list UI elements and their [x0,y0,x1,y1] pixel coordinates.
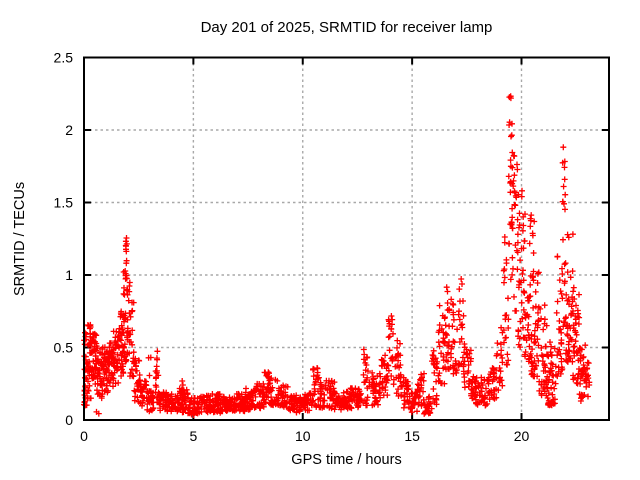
y-tick-label: 0 [65,412,73,428]
y-axis-label: SRMTID / TECUs [12,181,28,296]
x-tick-label: 0 [80,428,88,444]
x-tick-label: 20 [514,428,530,444]
scatter-points [81,93,593,418]
y-tick-label: 0.5 [54,340,74,356]
y-tick-label: 2 [65,122,73,138]
tick-labels: 0 5 10 15 20 0 0.5 1 1.5 2 2.5 [54,50,530,445]
y-tick-label: 2.5 [54,50,74,66]
grid-lines [84,57,609,420]
y-tick-label: 1 [65,267,73,283]
x-tick-label: 5 [189,428,197,444]
chart-title: Day 201 of 2025, SRMTID for receiver lam… [200,19,493,36]
x-tick-label: 10 [295,428,311,444]
y-tick-label: 1.5 [54,195,74,211]
x-axis-label: GPS time / hours [291,452,402,468]
plot-border [83,56,610,421]
x-tick-label: 15 [404,428,420,444]
axis-ticks [83,56,609,421]
